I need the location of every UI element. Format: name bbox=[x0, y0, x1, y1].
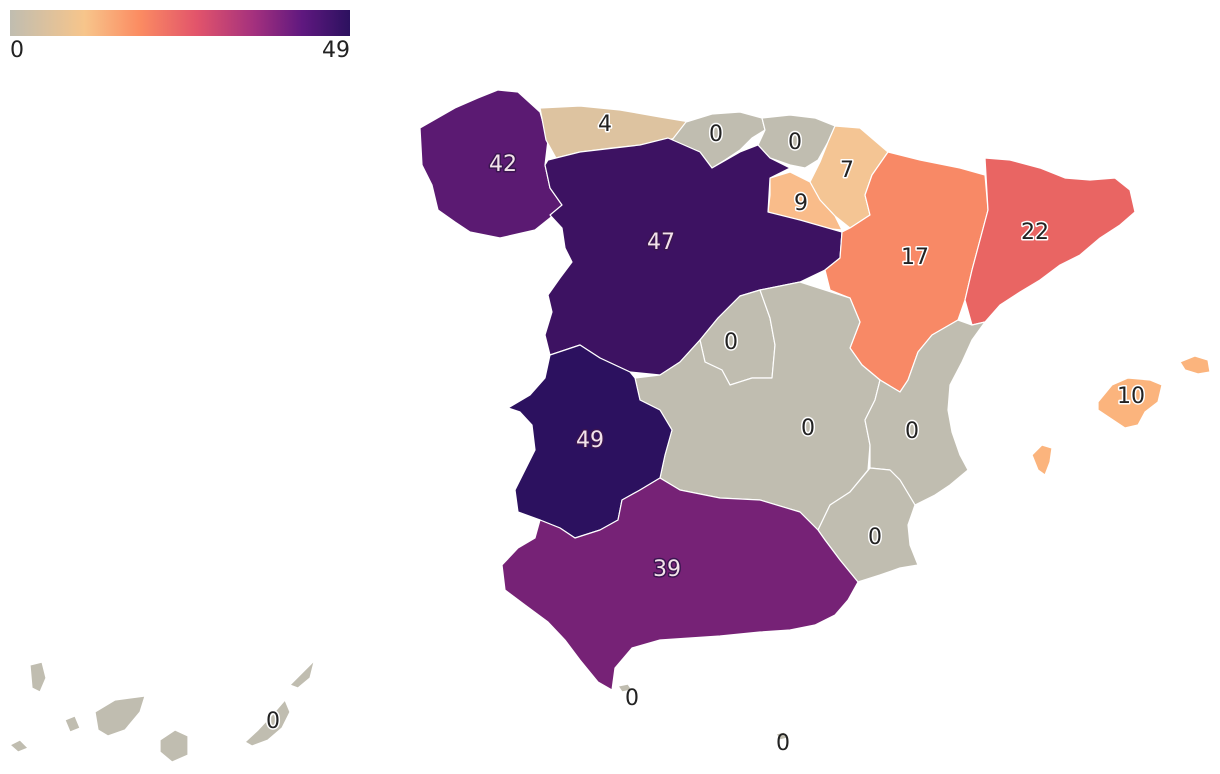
label-cantabria: 0 bbox=[709, 122, 723, 147]
region-murcia[interactable] bbox=[817, 467, 919, 583]
legend-max-label: 49 bbox=[322, 38, 350, 63]
label-valencia: 0 bbox=[905, 419, 919, 444]
label-ceuta: 0 bbox=[625, 686, 639, 711]
region-ceuta[interactable] bbox=[617, 683, 633, 693]
region-canarias[interactable] bbox=[9, 647, 319, 763]
label-canarias: 0 bbox=[266, 709, 280, 734]
label-extremadura: 49 bbox=[576, 428, 604, 453]
label-castilla-la-mancha: 0 bbox=[801, 416, 815, 441]
label-murcia: 0 bbox=[868, 525, 882, 550]
region-melilla[interactable] bbox=[775, 731, 789, 741]
label-melilla: 0 bbox=[776, 731, 790, 756]
label-aragon: 17 bbox=[901, 245, 929, 270]
label-andalucia: 39 bbox=[653, 557, 681, 582]
region-cataluna[interactable] bbox=[964, 157, 1136, 326]
label-baleares: 10 bbox=[1117, 384, 1145, 409]
label-madrid: 0 bbox=[724, 330, 738, 355]
label-galicia: 42 bbox=[489, 152, 517, 177]
color-scale-bar bbox=[10, 10, 350, 36]
label-castilla-y-leon: 47 bbox=[647, 230, 675, 255]
label-la-rioja: 9 bbox=[794, 191, 808, 216]
label-pais-vasco: 0 bbox=[788, 130, 802, 155]
label-asturias: 4 bbox=[598, 112, 612, 137]
region-baleares[interactable] bbox=[1031, 355, 1211, 476]
legend-min-label: 0 bbox=[10, 38, 24, 63]
region-andalucia[interactable] bbox=[501, 477, 859, 691]
label-cataluna: 22 bbox=[1021, 220, 1049, 245]
label-navarra: 7 bbox=[840, 158, 854, 183]
region-pais-vasco[interactable] bbox=[757, 114, 836, 169]
